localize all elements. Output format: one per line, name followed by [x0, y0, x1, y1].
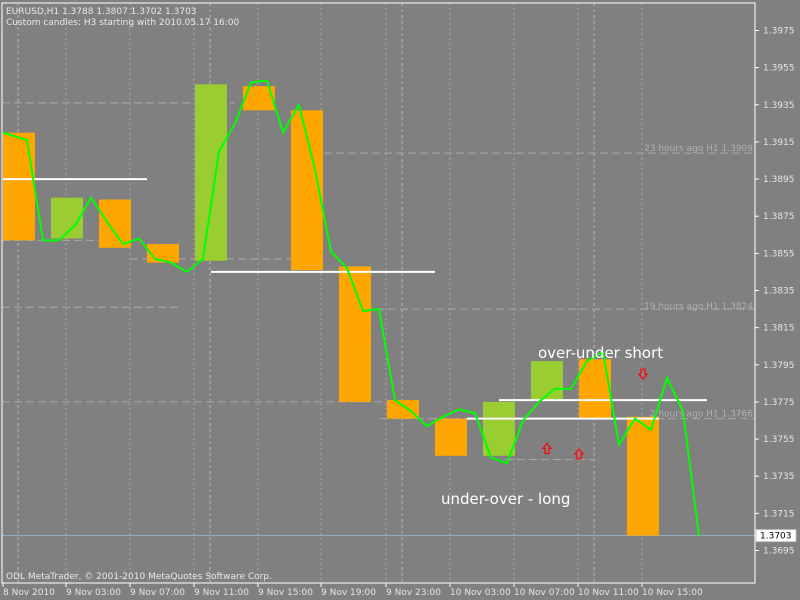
- y-tick-label: 1.3715: [763, 509, 795, 519]
- signal-arrows: [541, 368, 649, 460]
- y-tick-label: 1.3895: [763, 175, 795, 185]
- y-tick-label: 1.3795: [763, 361, 795, 371]
- custom-candle: [627, 416, 659, 536]
- y-tick-label: 1.3815: [763, 324, 795, 334]
- price-line: [2, 79, 700, 536]
- custom-candle: [387, 400, 419, 419]
- x-tick-label: 9 Nov 11:00: [194, 588, 249, 598]
- level-label: 2 hours ago H1 1.3766: [650, 410, 753, 420]
- x-tick-label: 9 Nov 03:00: [66, 588, 121, 598]
- x-tick-label: 10 Nov 15:00: [642, 588, 703, 598]
- y-tick-label: 1.3835: [763, 287, 795, 297]
- custom-candle: [339, 266, 371, 402]
- x-tick-label: 8 Nov 2010: [3, 588, 55, 598]
- y-tick-label: 1.3775: [763, 398, 795, 408]
- symbol-info: EURUSD,H1 1.3788 1.3807 1.3702 1.3703: [6, 7, 197, 17]
- x-tick-label: 10 Nov 03:00: [450, 588, 511, 598]
- level-label: 19 hours ago H1 1.3824: [644, 302, 753, 312]
- up-arrow-icon: [541, 442, 553, 454]
- x-tick-label: 9 Nov 07:00: [130, 588, 185, 598]
- y-tick-label: 1.3695: [763, 547, 795, 557]
- plot-frame: [1, 2, 756, 584]
- annotation-long: under-over - long: [441, 490, 570, 508]
- custom-candle: [483, 401, 515, 456]
- custom-candle: [99, 199, 131, 248]
- current-price-label: 1.3703: [760, 532, 792, 542]
- custom-candles: [3, 84, 659, 536]
- down-arrow-icon: [637, 368, 649, 381]
- level-label: 23 hours ago H1 1.3909: [644, 144, 753, 154]
- y-tick-label: 1.3855: [763, 249, 795, 259]
- x-tick-label: 9 Nov 19:00: [321, 588, 376, 598]
- level-labels: 23 hours ago H1 1.3909 19 hours ago H1 1.…: [644, 144, 753, 420]
- custom-candle: [531, 361, 563, 401]
- level-dashes: [2, 102, 755, 460]
- x-tick-label: 10 Nov 11:00: [578, 588, 639, 598]
- custom-candle: [195, 84, 227, 261]
- annotation-short: over-under short: [538, 344, 663, 362]
- y-tick-label: 1.3875: [763, 212, 795, 222]
- y-tick-label: 1.3975: [763, 27, 795, 37]
- custom-candle: [3, 132, 35, 241]
- y-tick-label: 1.3935: [763, 101, 795, 111]
- close-price-line: [2, 79, 700, 536]
- up-arrow-icon: [573, 447, 585, 460]
- x-tick-label: 9 Nov 23:00: [386, 588, 441, 598]
- y-tick-label: 1.3735: [763, 472, 795, 482]
- custom-candle: [435, 418, 467, 456]
- y-tick-label: 1.3755: [763, 435, 795, 445]
- horizontal-levels: [3, 178, 707, 420]
- current-price-tag: [755, 529, 797, 543]
- x-tick-label: 10 Nov 07:00: [514, 588, 575, 598]
- x-tick-label: 9 Nov 15:00: [258, 588, 313, 598]
- y-tick-label: 1.3915: [763, 138, 795, 148]
- copyright-text: ODL MetaTrader, © 2001-2010 MetaQuotes S…: [6, 572, 272, 582]
- y-tick-label: 1.3955: [763, 64, 795, 74]
- indicator-info: Custom candles: H3 starting with 2010.05…: [6, 18, 239, 28]
